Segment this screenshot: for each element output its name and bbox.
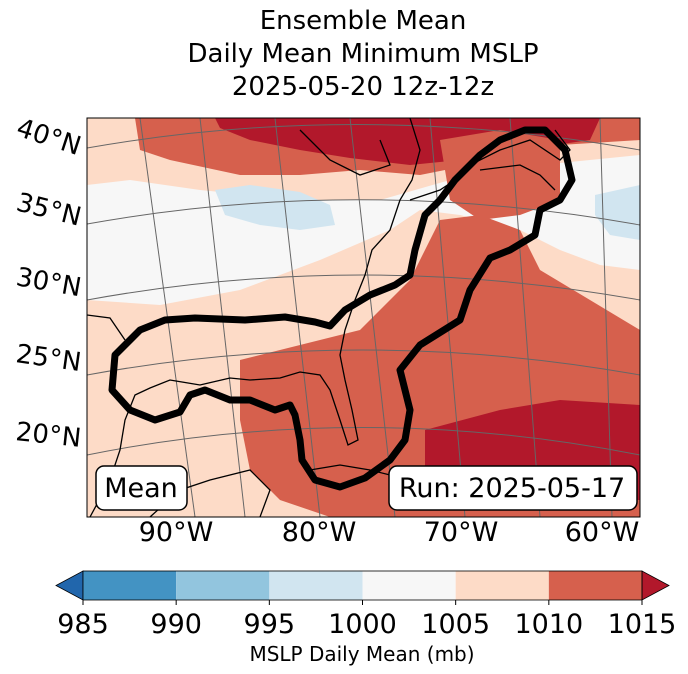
colorbar-bin-4 xyxy=(455,571,549,600)
great-lakes xyxy=(299,129,391,176)
lat-labels: 40°N 35°N 30°N 25°N 20°N xyxy=(13,113,85,454)
mean-badge: Mean xyxy=(95,465,188,511)
colorbar-bin-3 xyxy=(362,571,456,600)
lon-label-70w: 70°W xyxy=(424,517,499,548)
colorbar-over-arrow xyxy=(641,570,670,601)
lat-label-35n: 35°N xyxy=(13,188,84,233)
colorbar-bin-2 xyxy=(269,571,363,600)
ensemble-contour xyxy=(108,126,576,491)
coast-east-gulf xyxy=(89,118,421,517)
parallel-40n xyxy=(87,124,640,151)
meridian-70w xyxy=(429,118,466,517)
mean-badge-text: Mean xyxy=(104,473,178,504)
colorbar-under-arrow xyxy=(55,570,84,601)
field-band-ne-1010 xyxy=(440,130,560,220)
run-badge-text: Run: 2025-05-17 xyxy=(399,473,625,504)
meridian-60w xyxy=(599,118,613,517)
lon-label-80w: 80°W xyxy=(282,517,357,548)
colorbar-tick-label-4: 1005 xyxy=(421,609,490,640)
coast-nova-scotia xyxy=(479,164,556,191)
colorbar-bin-1 xyxy=(176,571,270,600)
parallel-35n xyxy=(87,199,640,226)
lat-label-20n: 20°N xyxy=(14,417,82,454)
colorbar-ticks: 985 990 995 1000 1005 1010 1015 xyxy=(57,600,676,640)
lon-label-60w: 60°W xyxy=(565,517,640,548)
colorbar-label: MSLP Daily Mean (mb) xyxy=(249,642,474,666)
colorbar-bin-0 xyxy=(83,571,177,600)
colorbar-tick-label-2: 995 xyxy=(244,609,296,640)
parallel-20n xyxy=(87,427,640,456)
lon-label-90w: 90°W xyxy=(139,517,214,548)
title-line-1: Ensemble Mean xyxy=(259,6,467,36)
run-badge: Run: 2025-05-17 xyxy=(388,465,638,511)
colorbar-tick-label-6: 1015 xyxy=(608,609,677,640)
map-plot-area: Mean Run: 2025-05-17 xyxy=(87,118,640,517)
colorbar-tick-label-0: 985 xyxy=(57,609,109,640)
colorbar-tick-label-1: 990 xyxy=(150,609,202,640)
title-line-3: 2025-05-20 12z-12z xyxy=(231,72,495,102)
field-band-north-1015 xyxy=(215,118,600,165)
parallel-25n xyxy=(87,349,640,376)
lat-label-25n: 25°N xyxy=(14,339,83,378)
lat-label-40n: 40°N xyxy=(13,113,85,162)
colorbar-tick-label-3: 1000 xyxy=(328,609,397,640)
field-low-patch-west xyxy=(215,185,335,230)
map-frame xyxy=(86,117,641,518)
colorbar-tick-label-5: 1010 xyxy=(514,609,583,640)
coast-mexico xyxy=(87,314,126,341)
title-line-2: Daily Mean Minimum MSLP xyxy=(187,39,539,69)
colorbar-segments xyxy=(55,570,670,601)
lon-labels: 90°W 80°W 70°W 60°W xyxy=(139,517,640,548)
colorbar: 985 990 995 1000 1005 1010 1015 MSLP Daily Mea… xyxy=(55,570,676,666)
field-low-patch-east xyxy=(595,185,640,240)
colorbar-bin-5 xyxy=(548,571,642,600)
meridian-75w xyxy=(349,118,396,517)
lat-label-30n: 30°N xyxy=(14,262,84,303)
meridian-65w xyxy=(509,118,541,517)
